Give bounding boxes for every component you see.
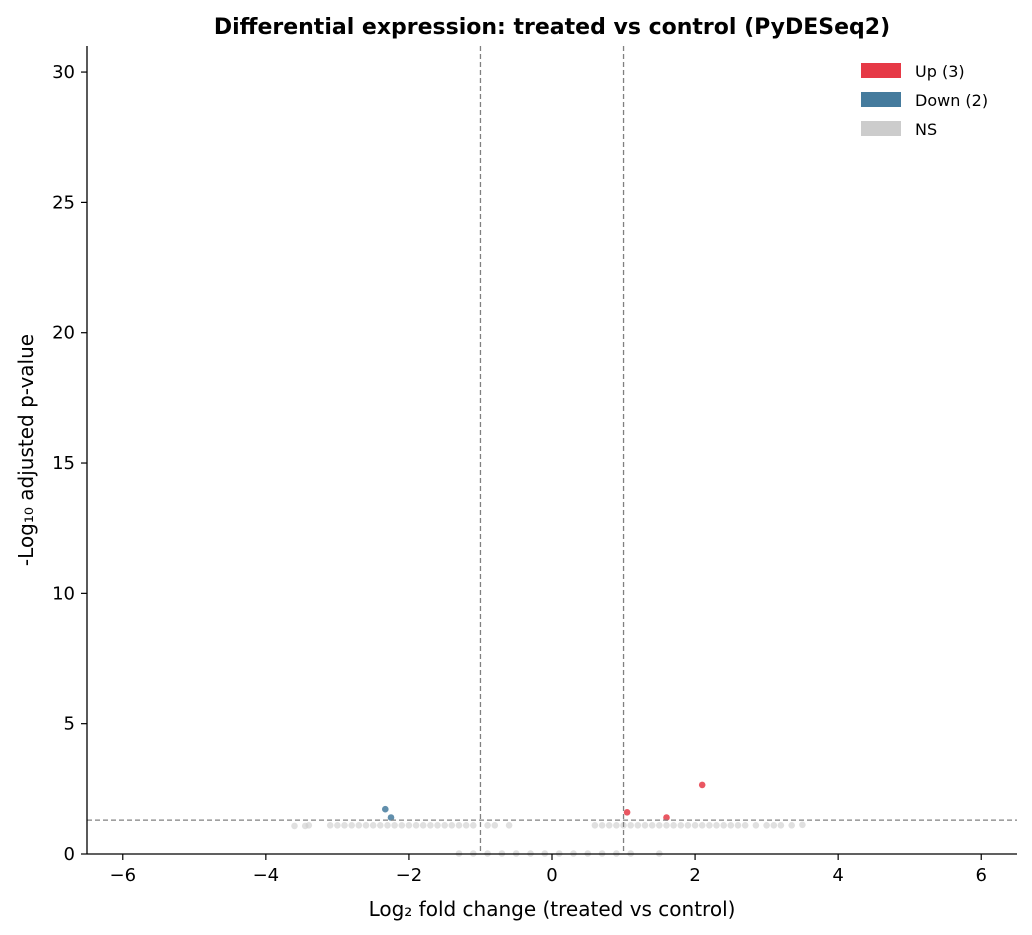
ns-gene-point: [455, 822, 463, 829]
chart-title: Differential expression: treated vs cont…: [214, 15, 890, 40]
ns-gene-point: [634, 822, 642, 829]
x-tick-label: −6: [109, 865, 136, 886]
ns-gene-point: [670, 822, 677, 829]
ns-gene-point: [763, 822, 770, 829]
up-gene-point: [623, 809, 631, 816]
ns-gene-point: [441, 822, 449, 829]
ns-gene-point: [326, 822, 334, 829]
ns-gene-point: [752, 822, 760, 829]
ns-gene-point: [691, 822, 699, 829]
ns-gene-point: [334, 822, 341, 829]
legend-label: NS: [915, 120, 937, 139]
legend-swatch: [861, 92, 901, 107]
ns-gene-point: [291, 822, 298, 830]
ns-gene-point: [641, 822, 649, 829]
ns-gene-point: [648, 822, 656, 829]
ns-gene-point: [788, 822, 795, 829]
legend-label: Down (2): [915, 91, 988, 110]
ns-gene-point: [713, 822, 720, 829]
ns-gene-point: [398, 822, 406, 829]
ns-gene-point: [720, 822, 727, 829]
x-tick-label: 6: [976, 865, 987, 886]
threshold-lines: [87, 46, 1017, 854]
ns-gene-point: [627, 822, 634, 829]
y-tick-label: 20: [52, 323, 75, 344]
x-tick-label: −2: [396, 865, 423, 886]
ns-gene-point: [355, 822, 363, 829]
down-gene-point: [387, 814, 395, 821]
legend-swatch: [861, 121, 901, 136]
legend-label: Up (3): [915, 62, 965, 81]
ns-gene-point: [484, 822, 491, 829]
x-axis-label: Log₂ fold change (treated vs control): [369, 897, 736, 921]
legend: Up (3) Down (2) NS: [861, 62, 988, 139]
y-tick-label: 0: [64, 844, 75, 865]
ns-gene-point: [656, 822, 663, 829]
ns-gene-point: [727, 822, 735, 829]
ns-gene-point: [677, 822, 685, 829]
ns-gene-point: [427, 822, 434, 829]
legend-swatch: [861, 63, 901, 78]
ns-gene-point: [706, 822, 713, 829]
ns-gene-point: [598, 822, 606, 829]
ns-gene-point: [684, 822, 692, 829]
ns-gene-point: [770, 822, 778, 829]
ns-gene-point: [419, 822, 427, 829]
ns-gene-point: [369, 822, 377, 829]
ns-gene-point: [377, 822, 384, 829]
ns-gene-point: [613, 822, 620, 829]
y-tick-label: 10: [52, 583, 75, 604]
y-tick-label: 15: [52, 453, 75, 474]
ns-gene-point: [505, 822, 513, 829]
x-tick-label: −4: [253, 865, 280, 886]
ns-gene-point: [341, 822, 348, 829]
ns-gene-point: [405, 822, 413, 829]
ns-gene-point: [777, 822, 785, 829]
ns-gene-point: [663, 822, 670, 829]
ns-gene-point: [305, 822, 313, 829]
ns-gene-point: [591, 822, 599, 829]
ns-gene-point: [491, 822, 499, 829]
ns-gene-point: [348, 822, 356, 829]
y-tick-label: 25: [52, 192, 75, 213]
ns-gene-point: [412, 822, 420, 829]
axes: −6 −4 −2 0 2 4 6 0 5 10 15 20 25 30: [52, 46, 1017, 886]
up-gene-point: [698, 781, 706, 789]
x-tick-label: 4: [832, 865, 843, 886]
ns-gene-point: [384, 822, 391, 829]
ns-gene-point: [448, 822, 456, 829]
x-tick-label: 0: [546, 865, 557, 886]
ns-gene-point: [470, 822, 477, 829]
ns-gene-point: [605, 822, 613, 829]
ns-gene-point: [698, 822, 706, 829]
y-tick-label: 30: [52, 62, 75, 83]
ns-gene-point: [734, 822, 742, 829]
ns-gene-point: [362, 822, 370, 829]
y-axis-label: -Log₁₀ adjusted p-value: [14, 334, 38, 566]
x-tick-label: 2: [689, 865, 700, 886]
ns-gene-point: [462, 822, 470, 829]
ns-gene-point: [741, 822, 749, 829]
up-gene-point: [663, 814, 670, 821]
ns-gene-point: [799, 821, 806, 829]
y-tick-label: 5: [64, 714, 75, 735]
ns-gene-point: [434, 822, 441, 829]
data-markers: [291, 781, 806, 857]
down-gene-point: [382, 805, 389, 813]
ns-gene-point: [391, 822, 398, 829]
